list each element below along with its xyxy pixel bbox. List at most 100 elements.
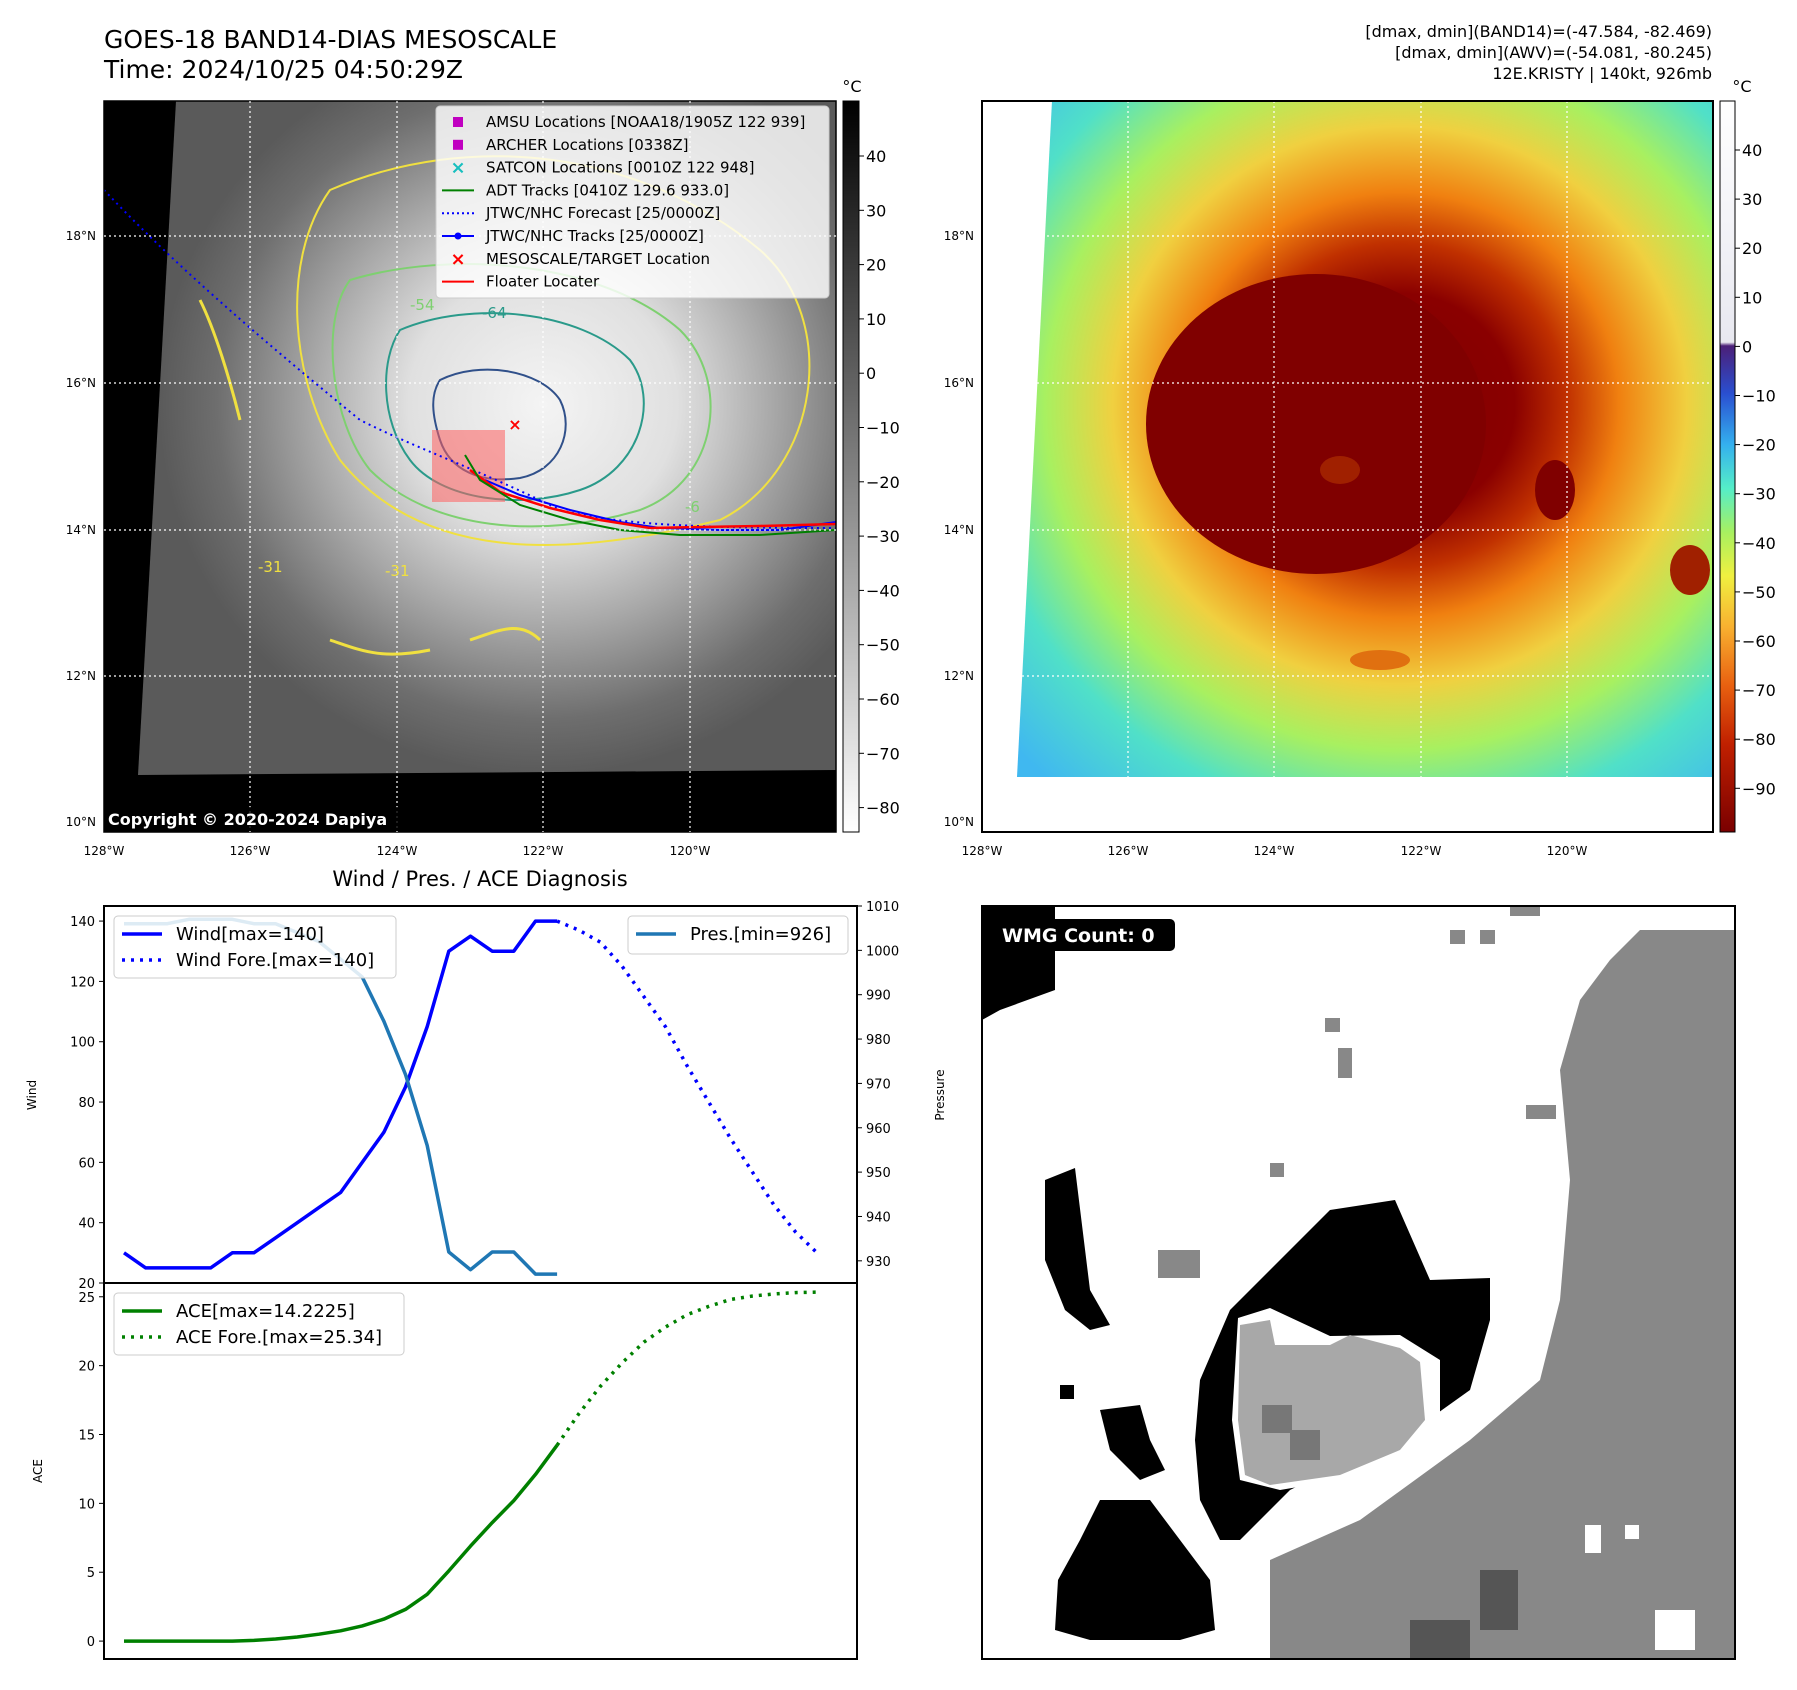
pressure-legend: Pres.[min=926] [627, 915, 849, 955]
colorbar-tick-label: 20 [1742, 239, 1762, 258]
colorbar-tick-label: −20 [866, 473, 900, 492]
legend-marker [453, 117, 463, 127]
contour-label: -31 [258, 558, 283, 576]
colorbar-tick-label: 0 [1742, 337, 1752, 356]
pressure-ytick-label: 930 [866, 1255, 891, 1270]
colorbar-tick-label: −80 [866, 799, 900, 818]
colorbar-tick-label: 20 [866, 256, 886, 275]
pressure-ytick-label: 980 [866, 1033, 891, 1048]
legend-label: ACE Fore.[max=25.34] [176, 1327, 382, 1348]
legend-item: JTWC/NHC Tracks [25/0000Z] [442, 227, 704, 245]
colorbar-tick-label: −30 [1742, 485, 1776, 504]
lon-tick-label: 126°W [1108, 844, 1149, 858]
lat-tick-label: 12°N [66, 669, 96, 683]
ir-colorbar-unit: °C [842, 77, 861, 96]
wind-ytick-label: 140 [70, 915, 95, 930]
wmg-count-label: WMG Count: 0 [1002, 925, 1155, 947]
pressure-ytick-label: 970 [866, 1077, 891, 1092]
colorbar-tick-label: −60 [1742, 632, 1776, 651]
series-line-1 [556, 919, 819, 1255]
ace-ytick-label: 0 [87, 1635, 95, 1650]
lat-tick-label: 14°N [944, 523, 974, 537]
legend-item: ADT Tracks [0410Z 129.6 933.0] [442, 181, 729, 199]
wind-axis-label: Wind [25, 1080, 39, 1110]
legend-label: JTWC/NHC Forecast [25/0000Z] [485, 204, 720, 222]
ace-series-line-1 [555, 1290, 818, 1447]
legend-label: MESOSCALE/TARGET Location [486, 250, 710, 268]
legend-marker: × [450, 249, 465, 270]
colorbar-tick-label: 10 [866, 310, 886, 329]
storm-info: 12E.KRISTY | 140kt, 926mb [1492, 64, 1712, 83]
copyright-text: Copyright © 2020-2024 Dapiya [108, 810, 387, 829]
lat-tick-label: 18°N [944, 229, 974, 243]
contour-label: -6 [685, 498, 700, 516]
pressure-ytick-label: 950 [866, 1166, 891, 1181]
awv-stats: [dmax, dmin](AWV)=(-54.081, -80.245) [1395, 43, 1712, 62]
diagnosis-title: Wind / Pres. / ACE Diagnosis [332, 867, 627, 891]
lon-tick-label: 128°W [962, 844, 1003, 858]
contour-label: -64 [482, 304, 507, 322]
legend-item: AMSU Locations [NOAA18/1905Z 122 939] [453, 113, 805, 131]
ir-map-panel: × -54 -64 -31 -31 -6 Copyright © 2020-20… [103, 77, 900, 833]
pressure-axis-label: Pressure [933, 1069, 947, 1120]
ace-ytick-label: 20 [78, 1360, 95, 1375]
figure-title: GOES-18 BAND14-DIAS MESOSCALE [104, 25, 558, 54]
wind-ytick-label: 60 [78, 1156, 95, 1171]
legend-label: ADT Tracks [0410Z 129.6 933.0] [486, 181, 729, 199]
colorbar-tick-label: 0 [866, 364, 876, 383]
legend-label: JTWC/NHC Tracks [25/0000Z] [485, 227, 704, 245]
ace-chart: 0 5 10 15 20 25 ACE ACE[max=14.2225] ACE Fore.[m… [31, 1282, 858, 1660]
legend-marker [453, 139, 463, 150]
ace-ytick-label: 25 [78, 1291, 95, 1306]
legend-item: Floater Locater [442, 273, 600, 291]
band14-stats: [dmax, dmin](BAND14)=(-47.584, -82.469) [1365, 22, 1712, 41]
colorbar-tick-label: 30 [1742, 190, 1762, 209]
wind-ytick-label: 120 [70, 975, 95, 990]
colorbar-tick-label: −70 [1742, 681, 1776, 700]
enhanced-colorbar [1719, 100, 1736, 833]
colorbar-tick-label: −20 [1742, 436, 1776, 455]
figure-time: Time: 2024/10/25 04:50:29Z [104, 55, 463, 84]
lat-tick-label: 18°N [66, 229, 96, 243]
lat-tick-label: 10°N [944, 815, 974, 829]
ace-ytick-label: 10 [78, 1497, 95, 1512]
lon-tick-label: 124°W [377, 844, 418, 858]
svg-text:×: × [508, 415, 521, 434]
colorbar-tick-label: −30 [866, 527, 900, 546]
colorbar-tick-label: −80 [1742, 730, 1776, 749]
lat-tick-label: 12°N [944, 669, 974, 683]
lat-tick-label: 16°N [944, 376, 974, 390]
legend-item: × MESOSCALE/TARGET Location [450, 249, 710, 270]
pressure-ytick-label: 960 [866, 1122, 891, 1137]
ace-axis-label: ACE [31, 1459, 45, 1483]
legend-label: AMSU Locations [NOAA18/1905Z 122 939] [486, 113, 805, 131]
legend-item: × SATCON Locations [0010Z 122 948] [450, 158, 754, 179]
contour-label: -31 [385, 562, 410, 580]
ace-ytick-label: 5 [87, 1566, 95, 1581]
pressure-ytick-label: 1010 [866, 900, 899, 915]
legend-marker-dot [454, 232, 462, 240]
colorbar-tick-label: 40 [1742, 141, 1762, 160]
pressure-ytick-label: 1000 [866, 944, 899, 959]
colorbar-tick-label: −50 [1742, 583, 1776, 602]
wind-ytick-label: 20 [78, 1277, 95, 1292]
ir-legend: AMSU Locations [NOAA18/1905Z 122 939] ARC… [435, 105, 830, 299]
ace-series-line-0 [124, 1444, 559, 1643]
legend-item: JTWC/NHC Forecast [25/0000Z] [442, 204, 720, 222]
legend-item: ARCHER Locations [0338Z] [453, 136, 689, 154]
lat-tick-label: 10°N [66, 815, 96, 829]
lon-tick-label: 124°W [1254, 844, 1295, 858]
legend-marker: × [450, 158, 465, 179]
colorbar-tick-label: −10 [866, 419, 900, 438]
wind-ytick-label: 80 [78, 1096, 95, 1111]
contour-label: -54 [410, 296, 435, 314]
colorbar-tick-label: −60 [866, 690, 900, 709]
colorbar-tick-label: −10 [1742, 387, 1776, 406]
lon-tick-label: 126°W [230, 844, 271, 858]
wind-pressure-chart: 20 40 60 80 100 120 140 930 940 950 960 970 980 990 10… [25, 900, 947, 1292]
legend-label: SATCON Locations [0010Z 122 948] [486, 159, 754, 177]
pressure-ytick-label: 990 [866, 989, 891, 1004]
enhanced-ir-map-panel: °C 40 30 20 10 0 −10 −20 −30 −40 −50 −60 −70 −80 −90 [981, 77, 1776, 833]
enhanced-colorbar-unit: °C [1732, 77, 1751, 96]
legend-label: Wind[max=140] [176, 924, 324, 945]
